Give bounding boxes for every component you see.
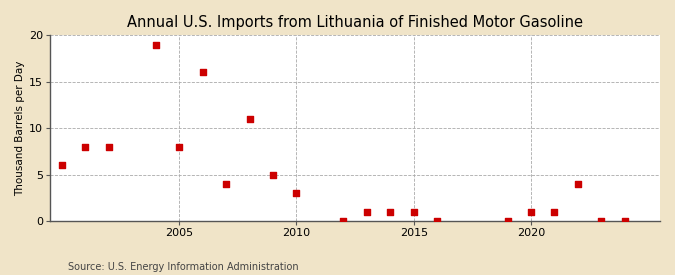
Point [549, 210, 560, 214]
Point [174, 145, 185, 149]
Text: Source: U.S. Energy Information Administration: Source: U.S. Energy Information Administ… [68, 262, 298, 272]
Point [526, 210, 537, 214]
Point [502, 219, 513, 223]
Point [57, 163, 68, 167]
Point [408, 210, 419, 214]
Title: Annual U.S. Imports from Lithuania of Finished Motor Gasoline: Annual U.S. Imports from Lithuania of Fi… [127, 15, 583, 30]
Point [267, 172, 278, 177]
Point [197, 70, 208, 75]
Point [361, 210, 372, 214]
Point [244, 117, 255, 121]
Point [572, 182, 583, 186]
Point [80, 145, 91, 149]
Point [291, 191, 302, 196]
Point [385, 210, 396, 214]
Y-axis label: Thousand Barrels per Day: Thousand Barrels per Day [15, 60, 25, 196]
Point [596, 219, 607, 223]
Point [432, 219, 443, 223]
Point [620, 219, 630, 223]
Point [103, 145, 114, 149]
Point [151, 42, 161, 47]
Point [338, 219, 349, 223]
Point [221, 182, 232, 186]
